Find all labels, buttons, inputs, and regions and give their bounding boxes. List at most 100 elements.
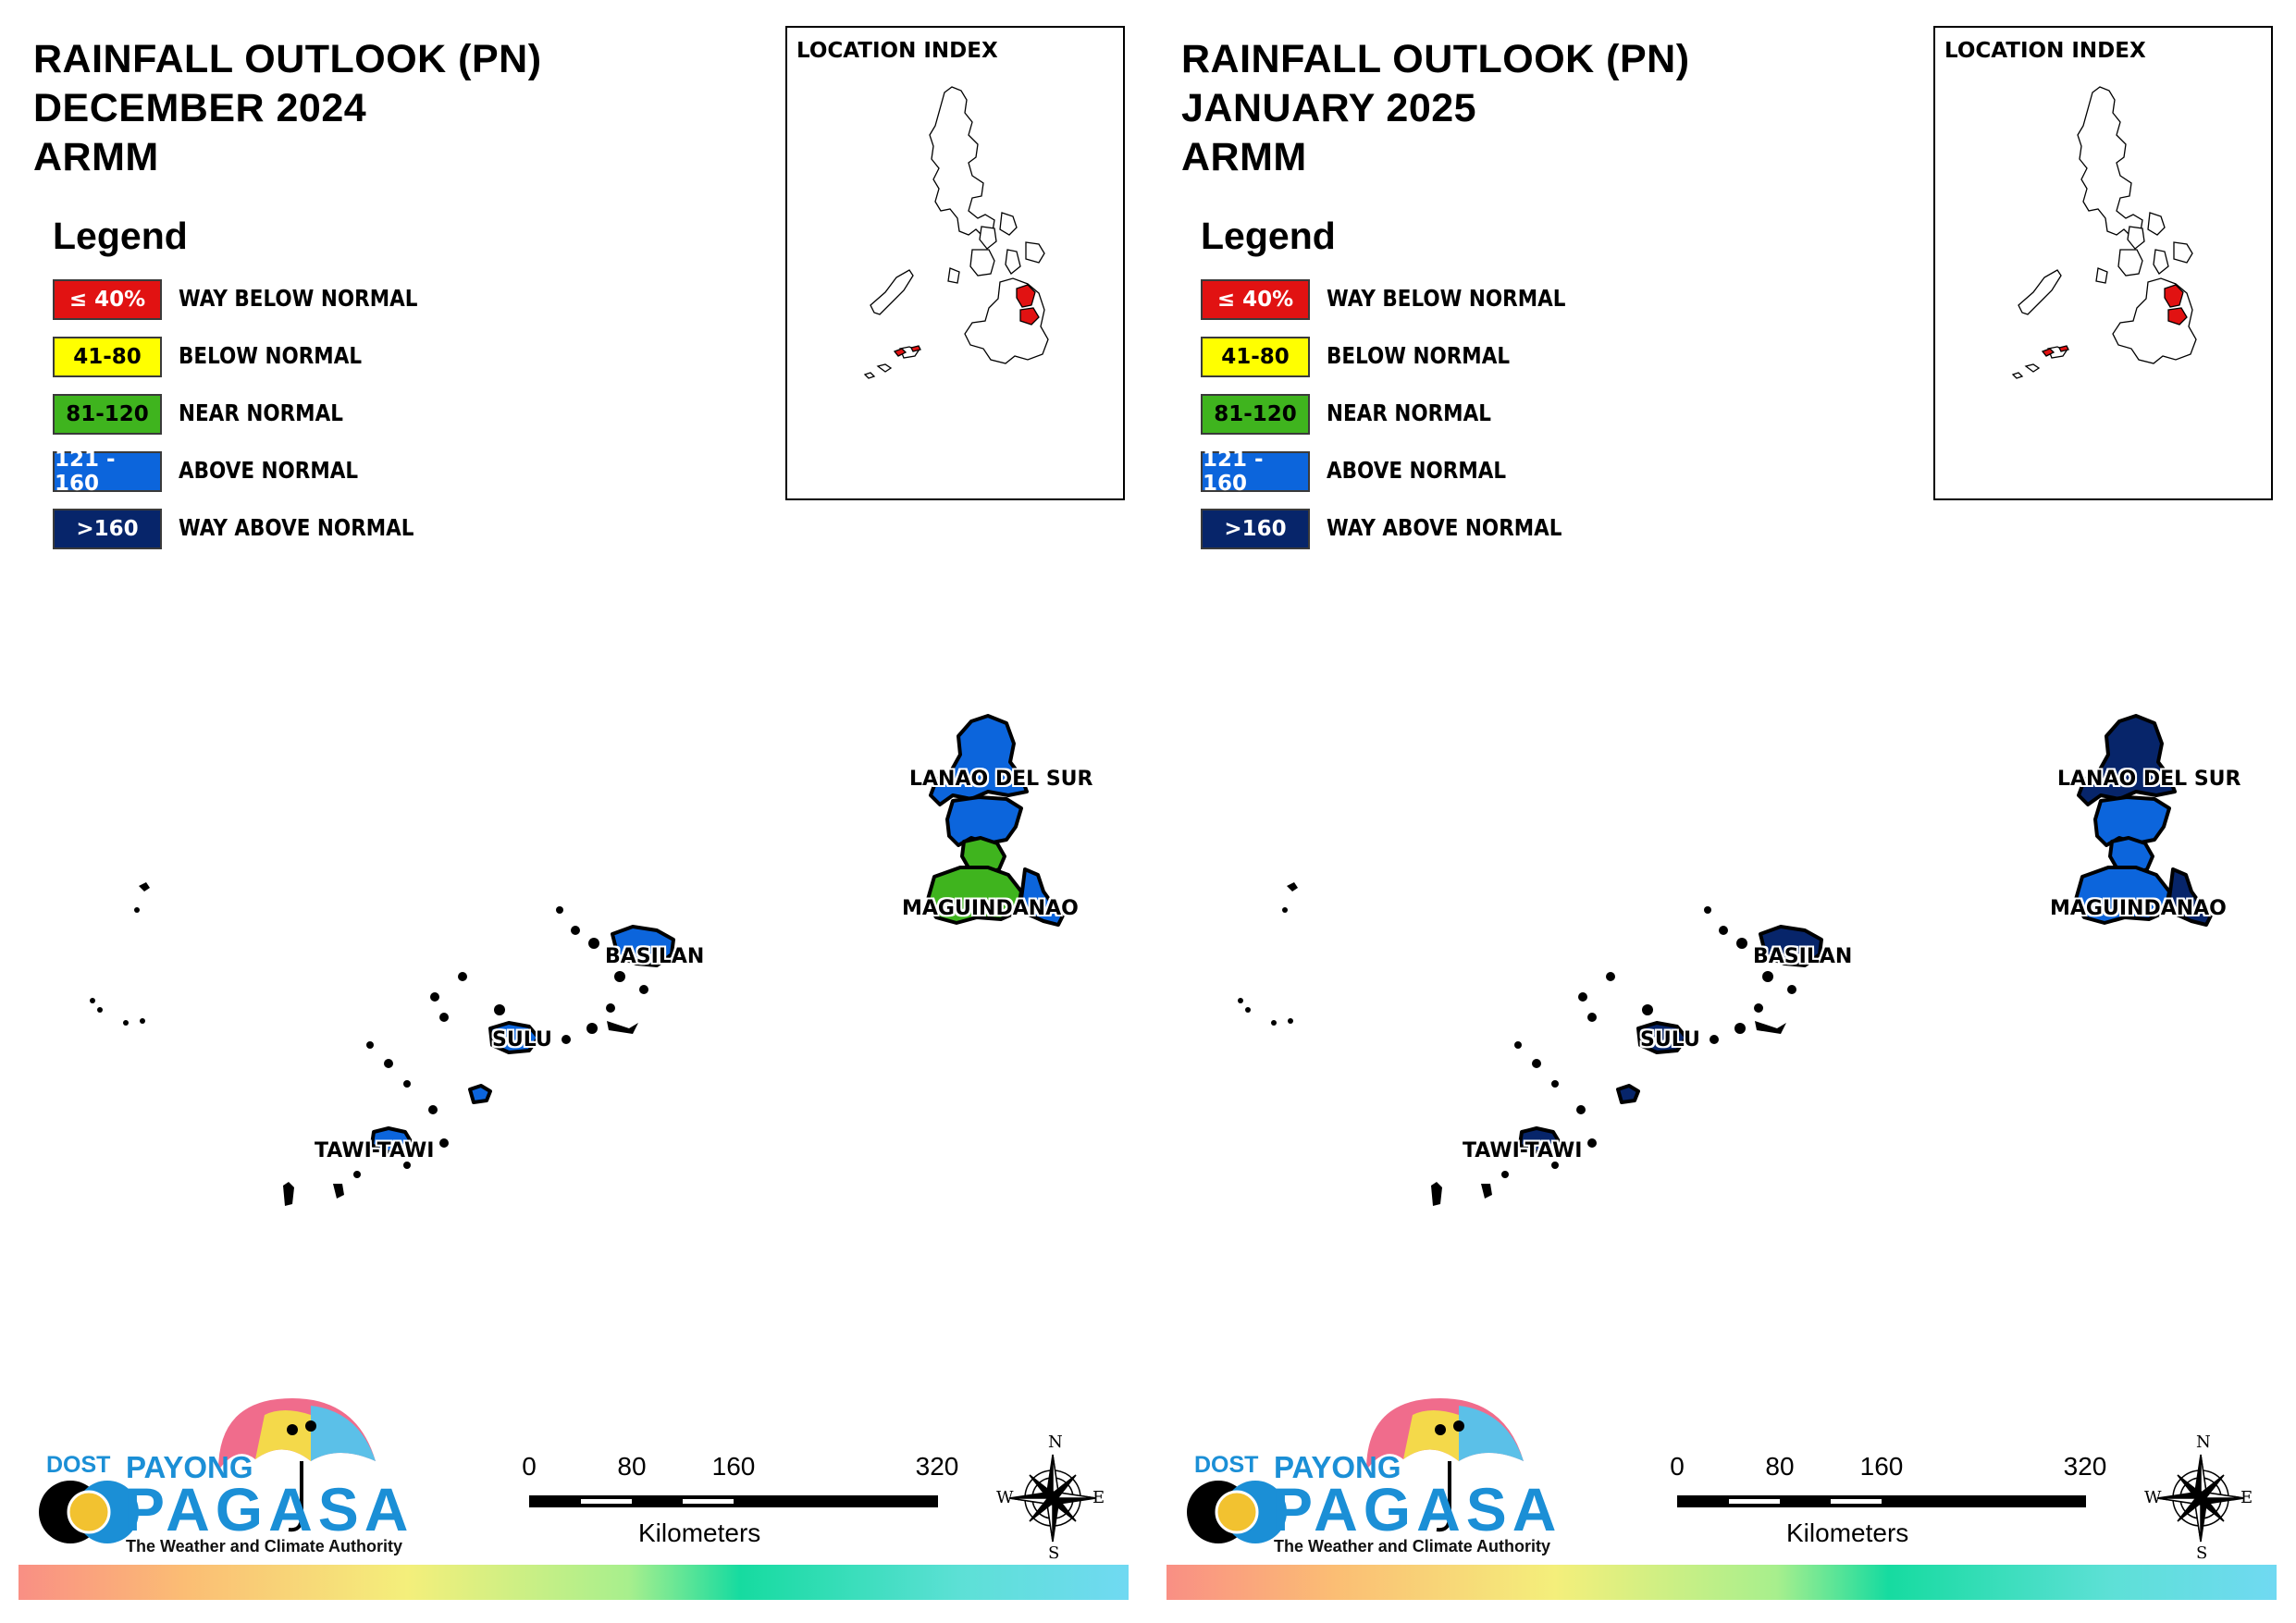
island: [1606, 972, 1615, 981]
tawi-tawi-province: [1518, 1126, 1561, 1154]
legend-swatch: >160: [53, 509, 162, 549]
island: [1288, 1018, 1293, 1024]
maguindanao-east: [2167, 867, 2216, 927]
logo-tagline: The Weather and Climate Authority: [1274, 1537, 1551, 1555]
island: [1578, 992, 1587, 1002]
island: [639, 985, 648, 994]
scale-tick: 0: [1670, 1452, 1685, 1481]
scale-tick: 80: [617, 1452, 647, 1481]
compass-n: N: [1048, 1432, 1063, 1452]
legend-swatch: 121 - 160: [1201, 448, 1310, 496]
island: [139, 882, 150, 891]
compass-rose: N S E W: [996, 1432, 1105, 1563]
compass-w: W: [2144, 1488, 2162, 1507]
island: [1238, 998, 1243, 1003]
compass-s: S: [1048, 1543, 1060, 1563]
scale-unit: Kilometers: [638, 1518, 761, 1547]
island: [562, 1035, 571, 1044]
label-maguindanao: MAGUINDANAO: [902, 897, 1079, 920]
title-line: RAINFALL OUTLOOK (PN): [1181, 37, 1690, 81]
island: [1710, 1035, 1719, 1044]
scale-tick: 0: [522, 1452, 537, 1481]
compass-e: E: [2240, 1488, 2253, 1507]
island: [403, 1162, 411, 1169]
island: [1734, 1023, 1746, 1034]
legend-label: BELOW NORMAL: [179, 342, 363, 369]
island: [1287, 882, 1298, 891]
label-sulu: SULU: [1640, 1028, 1700, 1051]
island: [1587, 1138, 1597, 1148]
scale-bar-graphic: [529, 1495, 938, 1507]
outlook-map-december: RAINFALL OUTLOOK (PN) DECEMBER 2024 ARMM…: [19, 26, 1129, 1600]
scale-tick: 160: [1859, 1452, 1904, 1481]
compass-rose: N S E W: [2144, 1432, 2253, 1563]
island: [1762, 971, 1773, 982]
location-index-box: LOCATION INDEX: [1933, 26, 2273, 500]
legend-swatch: 81-120: [53, 394, 162, 435]
logo-payong: PAYONG: [126, 1450, 253, 1484]
location-index-label: LOCATION INDEX: [796, 39, 998, 63]
island: [430, 992, 439, 1002]
compass-icon: [1008, 1454, 1097, 1543]
island: [606, 1003, 615, 1013]
island: [353, 1171, 361, 1178]
island: [1754, 1003, 1763, 1013]
philippines-index-map: [2011, 86, 2197, 379]
legend-label: WAY ABOVE NORMAL: [179, 514, 414, 541]
island: [333, 1184, 344, 1199]
title-line: RAINFALL OUTLOOK (PN): [33, 37, 542, 81]
island: [1532, 1059, 1541, 1068]
island: [1719, 926, 1728, 935]
legend-swatch: 41-80: [53, 337, 162, 377]
island: [607, 1021, 638, 1034]
island: [1481, 1184, 1492, 1199]
island: [1755, 1021, 1786, 1034]
island: [123, 1020, 129, 1026]
label-tawi-tawi: TAWI-TAWI: [315, 1139, 435, 1162]
legend-label: WAY ABOVE NORMAL: [1327, 514, 1562, 541]
scale-bar-graphic: [1677, 1495, 2086, 1507]
sulu-island: [468, 1084, 492, 1104]
label-maguindanao: MAGUINDANAO: [2050, 897, 2227, 920]
island: [571, 926, 580, 935]
title-month: JANUARY 2025: [1181, 86, 1477, 130]
scale-tick: 160: [711, 1452, 756, 1481]
logo-pagasa: PAGASA: [1272, 1475, 1562, 1543]
legend-title: Legend: [53, 215, 188, 257]
legend-label: NEAR NORMAL: [1327, 400, 1491, 426]
basilan-province: [611, 925, 675, 967]
island: [1551, 1162, 1559, 1169]
island: [366, 1041, 374, 1049]
umbrella-icon: [1187, 1398, 1524, 1543]
footer-gradient-bar: [1167, 1565, 2277, 1600]
compass-icon: [2156, 1454, 2245, 1543]
label-basilan: BASILAN: [1753, 945, 1853, 968]
lanao-del-sur-north: [929, 714, 1029, 806]
pagasa-logo: DOST PAYONG PAGASA The Weather and Clima…: [33, 1387, 408, 1568]
island: [1501, 1171, 1509, 1178]
label-lanao-del-sur: LANAO DEL SUR: [2057, 768, 2241, 791]
lanao-del-sur-north: [2077, 714, 2177, 806]
island: [1551, 1080, 1559, 1088]
logo-tagline: The Weather and Climate Authority: [126, 1537, 403, 1555]
island: [1787, 985, 1796, 994]
logo-pagasa: PAGASA: [124, 1475, 414, 1543]
legend-swatch: >160: [1201, 509, 1310, 549]
scale-unit: Kilometers: [1786, 1518, 1909, 1547]
scale-tick: 320: [2063, 1452, 2107, 1481]
pagasa-logo: DOST PAYONG PAGASA The Weather and Clima…: [1181, 1387, 1556, 1568]
philippines-index-map: [863, 86, 1049, 379]
legend-label: WAY BELOW NORMAL: [1327, 285, 1566, 312]
scale-bar: 0 80 160 320 Kilometers: [522, 1452, 958, 1563]
island: [1736, 938, 1747, 949]
umbrella-icon: [39, 1398, 376, 1543]
legend-title: Legend: [1201, 215, 1336, 257]
outlook-map-january: RAINFALL OUTLOOK (PN) JANUARY 2025 ARMM …: [1148, 0, 2296, 1623]
legend-swatch: 41-80: [1201, 337, 1310, 377]
island: [439, 1013, 449, 1022]
island: [1642, 1004, 1653, 1015]
logo-payong: PAYONG: [1274, 1450, 1401, 1484]
island: [1271, 1020, 1277, 1026]
scale-tick: 320: [915, 1452, 959, 1481]
island: [1576, 1105, 1586, 1114]
